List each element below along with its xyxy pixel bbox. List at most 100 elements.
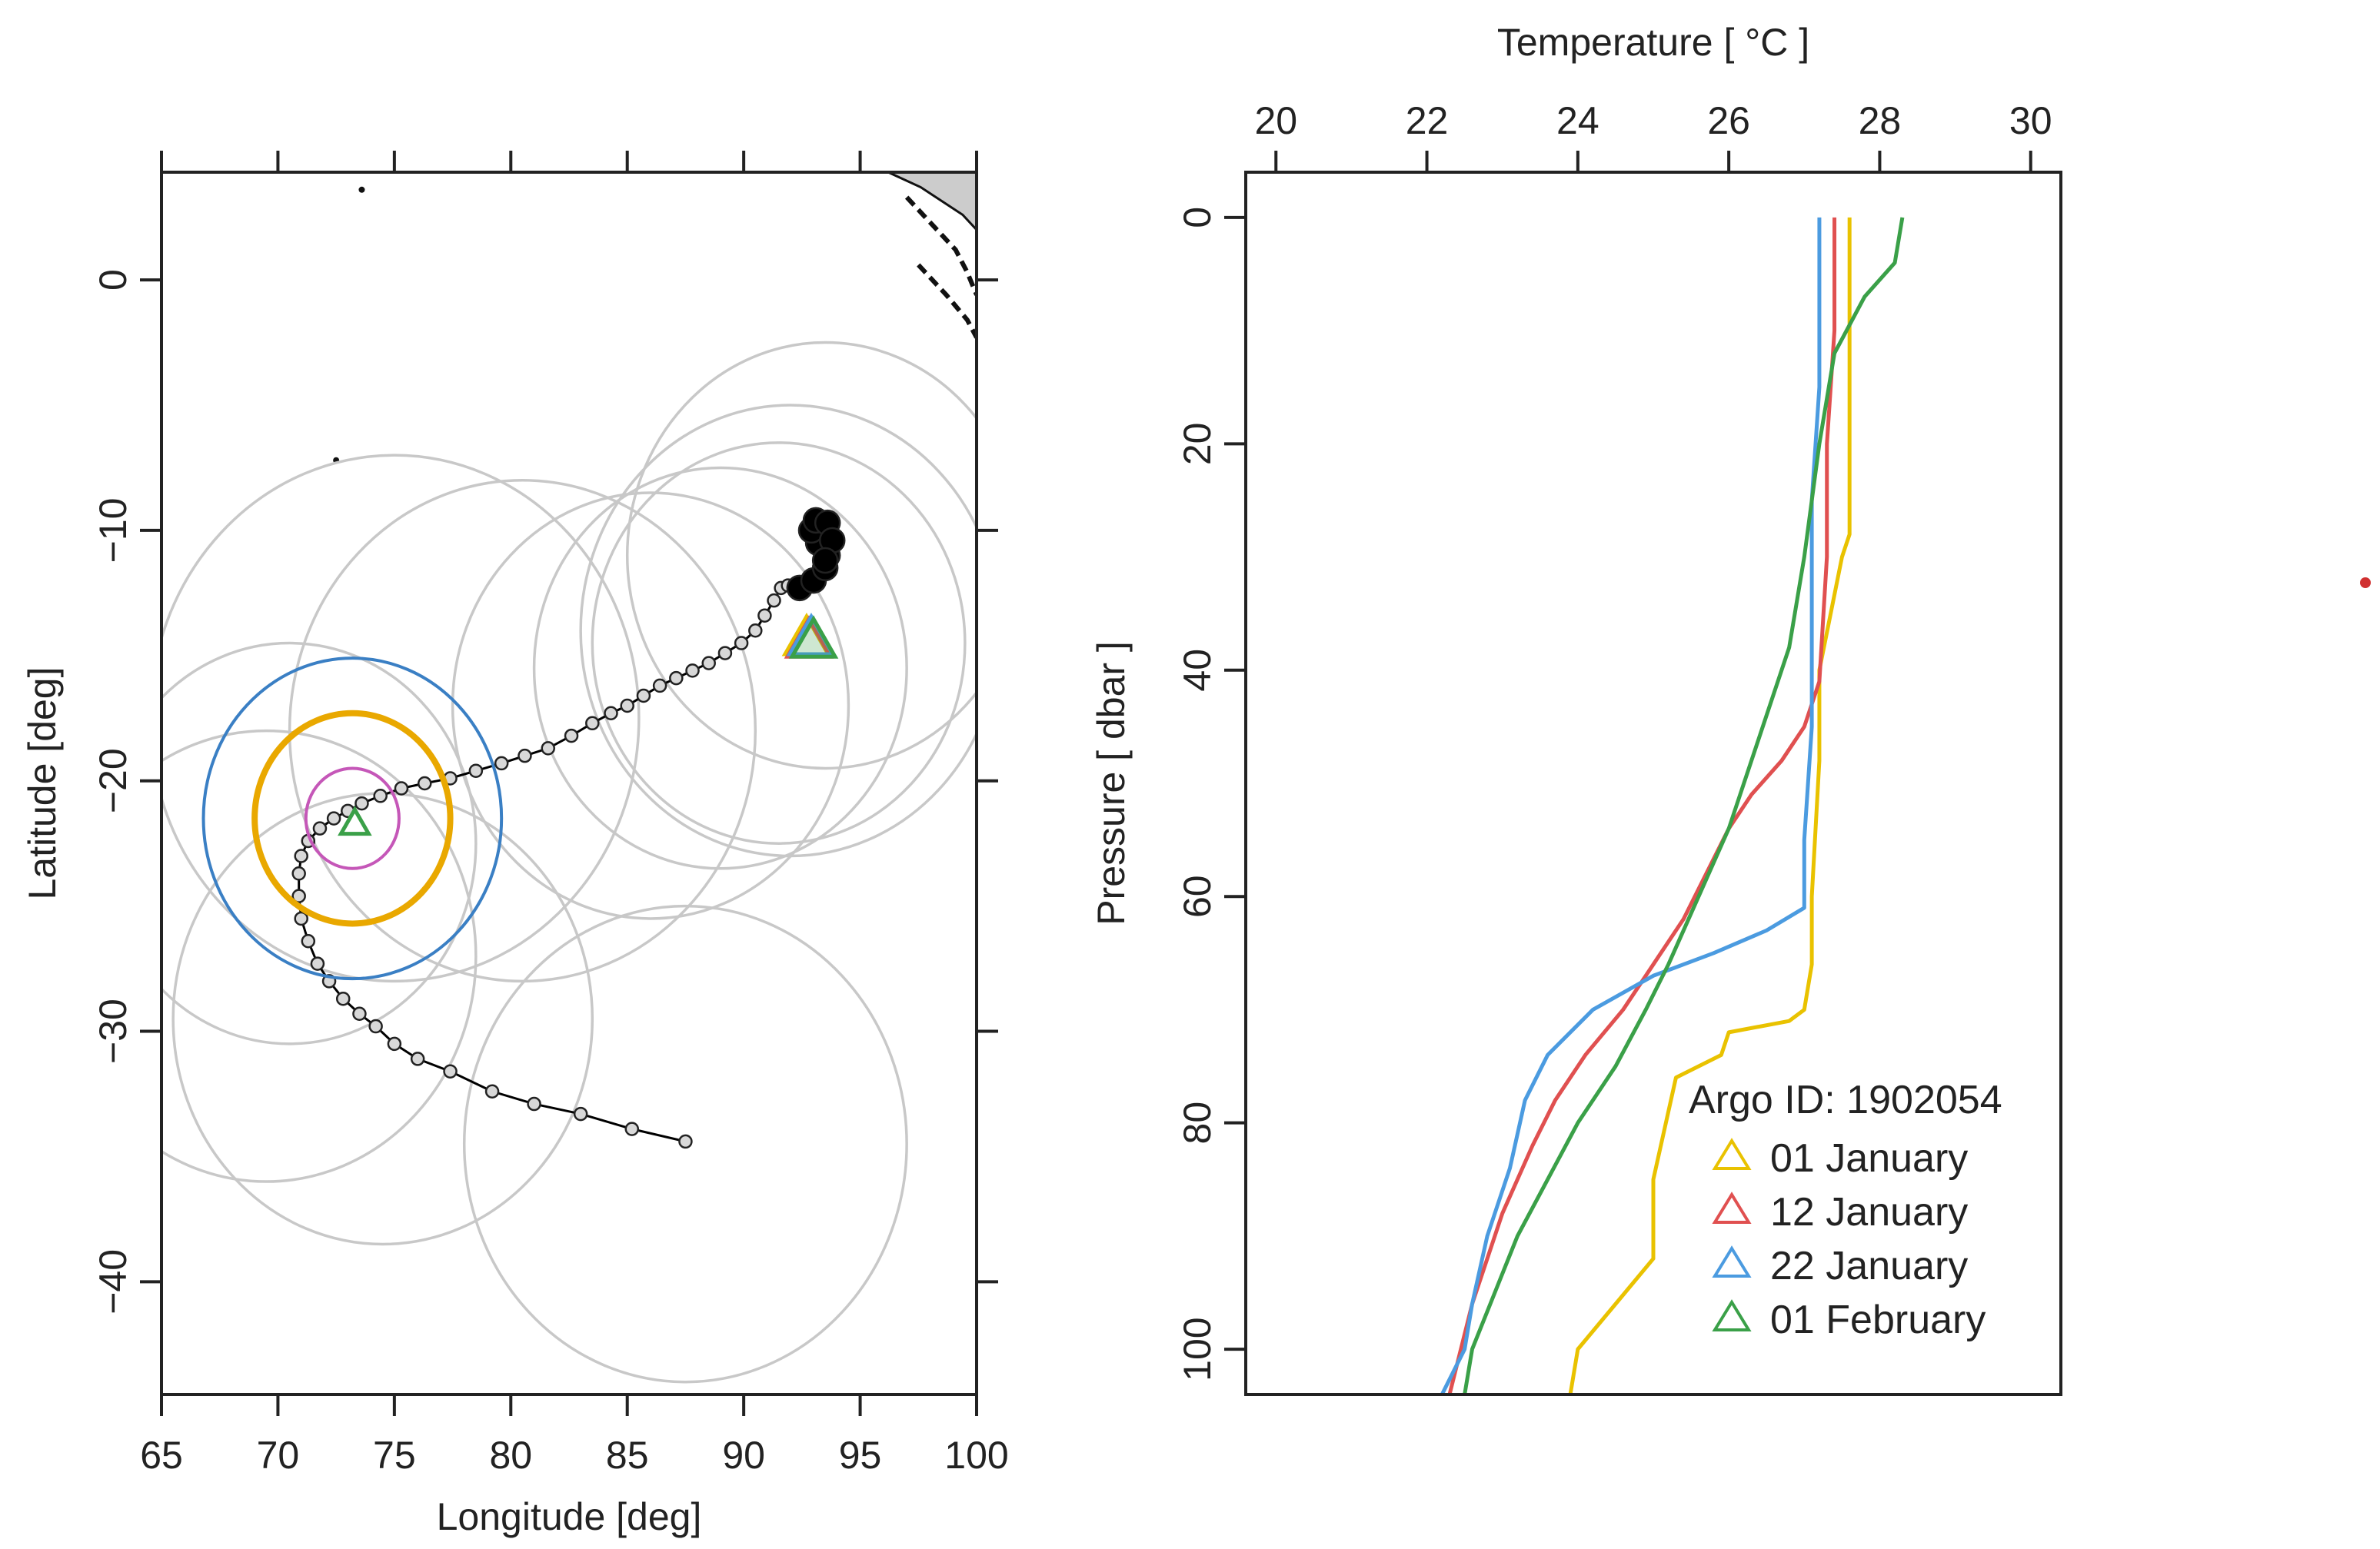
profile-location-marker-4 [338,806,372,836]
profile-plot-frame [1244,171,2062,1396]
temperature-profile-lines [1440,217,1905,1394]
profile-x-axis-title: Temperature [ °C ] [1497,21,1809,64]
longitude-axis: 65 70 75 80 85 90 95 100 [140,151,1009,1477]
trajectory-point [636,688,651,703]
trajectory-point [527,1096,541,1112]
search-circle-10 [161,641,478,1045]
trajectory-point [685,663,700,678]
trajectory-point [294,849,308,863]
legend-entry-3: 01 February [1770,1298,1986,1342]
profile-y-axis-title: Pressure [ dbar ] [1090,641,1133,926]
profile-x-tick-label: 22 [1406,99,1449,142]
trajectory-line [298,519,834,1143]
trajectory-point [669,670,684,686]
legend-entry-1: 12 January [1770,1190,1968,1235]
trajectory-point [468,763,484,778]
search-circle-2 [451,491,850,920]
trajectory-point [387,1036,402,1052]
coastline-1 [904,195,977,296]
profile-location-marker-3 [788,615,839,659]
temperature-axis: 20 22 24 26 28 30 [1254,99,2052,172]
profile-x-tick-label: 24 [1556,99,1599,142]
highlight-circle-0 [201,656,504,981]
trajectory-point [652,678,667,693]
map-y-tick-label: −20 [92,748,135,813]
map-y-tick-label: −30 [92,999,135,1064]
trajectory-point [312,821,328,836]
map-y-tick-label: −40 [92,1249,135,1315]
map-dot-1 [358,186,365,193]
trajectory-map-panel: 65 70 75 80 85 90 95 100 0 −10 −20 −30 −40 Longitud… [21,151,1009,1538]
map-x-tick-label: 75 [373,1434,416,1477]
legend-marker-3 [1712,1299,1752,1331]
land-area-0 [887,172,977,232]
trajectory-point [394,781,409,796]
map-x-tick-label: 90 [722,1434,765,1477]
legend-marker-1 [1712,1192,1752,1224]
profile-line-3 [1463,217,1905,1394]
search-circle-4 [591,441,967,845]
trajectory-point [494,756,509,771]
trajectory-point [443,1064,458,1079]
trajectory-point [291,889,306,903]
float-trajectory [291,507,846,1149]
map-x-tick-label: 80 [489,1434,532,1477]
map-y-axis-title: Latitude [deg] [21,666,64,899]
trajectory-point [701,656,716,670]
map-x-tick-label: 85 [606,1434,649,1477]
trajectory-point [573,1106,588,1122]
map-plot-frame [160,171,978,1396]
map-x-tick-label: 65 [140,1434,183,1477]
search-circle-3 [532,466,908,870]
highlight-circle-2 [304,766,401,870]
search-radius-circles [161,341,977,1384]
profile-y-tick-label: 60 [1176,875,1219,918]
profile-x-tick-label: 28 [1859,99,1902,142]
trajectory-point [310,956,325,971]
search-circle-8 [171,792,594,1246]
trajectory-point [352,1006,367,1022]
trajectory-point [417,776,432,791]
trajectory-point [767,593,781,608]
trajectory-point [757,608,772,623]
trajectory-point [734,636,749,650]
profile-line-2 [1440,217,1822,1394]
trajectory-point [335,991,351,1006]
profile-line-0 [1568,217,1852,1394]
trajectory-point [291,866,306,881]
map-x-axis-title: Longitude [deg] [437,1495,702,1538]
trajectory-point [811,547,839,574]
profile-y-tick-label: 20 [1176,423,1219,466]
trajectory-point [620,698,634,713]
legend-title: Argo ID: 1902054 [1689,1078,2002,1122]
highlight-circle-1 [251,710,454,927]
legend-entry-0: 01 January [1770,1136,1968,1181]
land-layer [333,172,977,464]
map-x-tick-label: 100 [944,1434,1008,1477]
legend-marker-2 [1712,1245,1752,1278]
stray-red-dot [2360,577,2371,588]
profile-legend: Argo ID: 1902054 01 January 12 January 22 … [1689,1078,2002,1342]
latitude-axis: 0 −10 −20 −30 −40 [92,269,998,1315]
search-circle-0 [161,454,641,983]
trajectory-point [717,646,733,660]
map-x-tick-label: 70 [257,1434,300,1477]
search-circle-5 [626,341,977,770]
profile-x-tick-label: 30 [2009,99,2052,142]
profile-y-tick-label: 100 [1176,1317,1219,1381]
trajectory-point [604,706,618,721]
profile-x-tick-label: 20 [1254,99,1297,142]
trajectory-point [355,796,369,811]
highlight-circles [201,656,504,981]
profile-location-markers [338,612,839,836]
trajectory-point [373,789,388,803]
profile-x-tick-label: 26 [1707,99,1750,142]
trajectory-point [326,811,341,826]
search-circle-9 [462,904,908,1384]
trajectory-point [748,623,763,638]
search-circle-6 [579,404,977,858]
trajectory-point [541,741,555,756]
pressure-axis: 0 20 40 60 80 100 [1176,207,1246,1381]
legend-entry-2: 22 January [1770,1244,1968,1288]
